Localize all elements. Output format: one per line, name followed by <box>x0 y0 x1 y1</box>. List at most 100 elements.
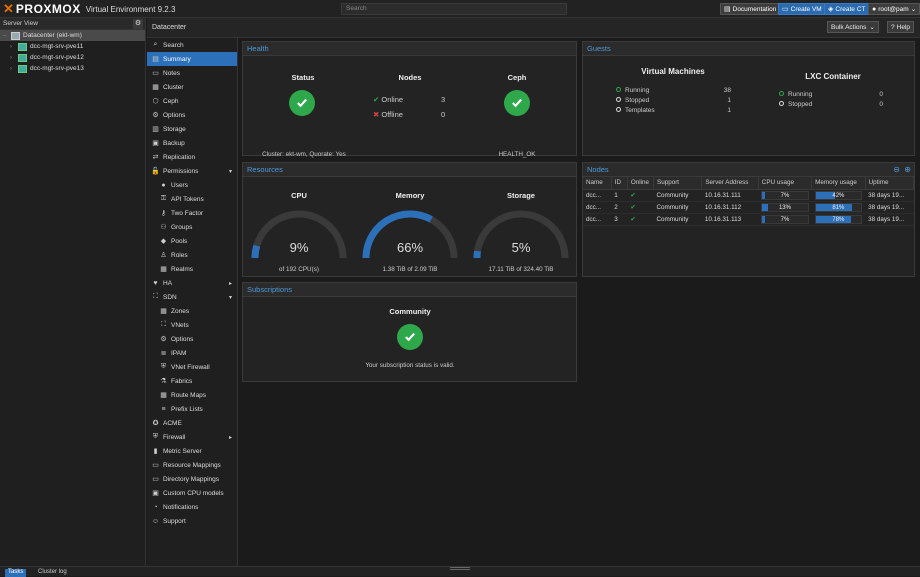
menu-item-label: Metric Server <box>163 447 202 455</box>
table-row[interactable]: dcc... 1 ✔ Community 10.16.31.111 7% 42% 38 day… <box>583 189 914 202</box>
menu-item-roles[interactable]: ♙ Roles <box>147 248 237 262</box>
status-label: Running <box>788 90 813 98</box>
collapse-icon[interactable]: – <box>3 32 7 39</box>
column-header[interactable]: ID <box>611 177 628 190</box>
tree-item-node[interactable]: › dcc-mgt-srv-pve13 <box>0 63 145 74</box>
expand-icon[interactable]: › <box>10 65 12 72</box>
status-title: Status <box>291 73 315 82</box>
column-header[interactable]: Server Address <box>701 177 759 190</box>
subscriptions-panel: Subscriptions Community Your subscriptio… <box>242 282 577 382</box>
menu-item-pools[interactable]: ◆ Pools <box>147 234 237 248</box>
menu-item-replication[interactable]: ⇄ Replication <box>147 150 237 164</box>
menu-item-api-tokens[interactable]: ⚿ API Tokens <box>147 192 237 206</box>
menu-item-firewall[interactable]: ⛨ Firewall ▸ <box>147 430 237 444</box>
offline-count: 0 <box>441 110 446 119</box>
documentation-button[interactable]: ▤ Documentation <box>720 3 781 15</box>
tree-item-node[interactable]: › dcc-mgt-srv-pve12 <box>0 52 145 63</box>
menu-item-prefix-lists[interactable]: ≡ Prefix Lists <box>147 402 237 416</box>
menu-item-label: Fabrics <box>171 377 193 385</box>
column-header[interactable]: Support <box>653 177 703 190</box>
expand-all-icon[interactable]: ⊕ <box>904 165 911 174</box>
menu-item-acme[interactable]: ✪ ACME <box>147 416 237 430</box>
menu-item-custom-cpu-models[interactable]: ▣ Custom CPU models <box>147 486 237 500</box>
guest-status-row: Stopped 1 <box>616 95 731 105</box>
menu-item-label: Options <box>171 335 194 343</box>
menu-item-label: Notifications <box>163 503 199 511</box>
users-icon: ⚇ <box>160 224 167 231</box>
column-header[interactable]: Memory usage <box>811 177 866 190</box>
menu-item-label: Storage <box>163 125 186 133</box>
menu-item-cluster[interactable]: ▦ Cluster <box>147 80 237 94</box>
menu-item-ipam[interactable]: ≣ IPAM <box>147 346 237 360</box>
menu-item-sdn[interactable]: ⛶ SDN ▾ <box>147 290 237 304</box>
view-selector[interactable]: Server View ⚙ <box>0 18 145 30</box>
bulk-actions-button[interactable]: Bulk Actions ⌄ <box>827 21 879 33</box>
collapse-all-icon[interactable]: ⊖ <box>893 165 900 174</box>
caret-down-icon[interactable]: ▾ <box>228 168 232 175</box>
panel-title: Nodes ⊖ ⊕ <box>583 163 914 177</box>
expand-icon[interactable]: › <box>10 43 12 50</box>
column-header[interactable]: Name <box>583 177 612 190</box>
menu-item-route-maps[interactable]: ▦ Route Maps <box>147 388 237 402</box>
product-version: Virtual Environment 9.2.3 <box>85 4 176 14</box>
menu-item-storage[interactable]: ▥ Storage <box>147 122 237 136</box>
menu-item-summary[interactable]: ▤ Summary <box>147 52 237 66</box>
expand-icon[interactable]: › <box>10 54 12 61</box>
menu-item-label: Zones <box>171 307 190 315</box>
status-dot-icon <box>779 91 784 97</box>
menu-item-label: Roles <box>171 251 188 259</box>
status-label: Templates <box>625 106 655 114</box>
gear-icon[interactable]: ⚙ <box>133 19 143 29</box>
menu-item-groups[interactable]: ⚇ Groups <box>147 220 237 234</box>
status-dot-icon <box>779 101 784 107</box>
menu-item-notifications[interactable]: ◔ Notifications <box>147 500 237 514</box>
caret-right-icon[interactable]: ▸ <box>228 280 232 287</box>
menu-item-permissions[interactable]: 🔓 Permissions ▾ <box>147 164 237 178</box>
search-input[interactable]: Search <box>341 3 567 15</box>
menu-item-directory-mappings[interactable]: ▭ Directory Mappings <box>147 472 237 486</box>
bulk-actions-label: Bulk Actions <box>831 23 867 31</box>
column-header[interactable]: Online <box>627 177 655 190</box>
caret-down-icon[interactable]: ▾ <box>228 294 232 301</box>
table-row[interactable]: dcc... 2 ✔ Community 10.16.31.112 13% 81% 38 da… <box>583 201 914 214</box>
user-menu-button[interactable]: ● root@pam ⌄ <box>868 3 920 15</box>
caret-right-icon[interactable]: ▸ <box>228 434 232 441</box>
memory-usage-value: 42% <box>832 192 845 199</box>
online-check-icon: ✔ <box>627 189 654 202</box>
menu-item-metric-server[interactable]: ▮ Metric Server <box>147 444 237 458</box>
cpu-gauge-detail: of 192 CPU(s) <box>279 266 319 273</box>
gear-icon: ⚙ <box>160 336 167 343</box>
menu-item-two-factor[interactable]: ⚷ Two Factor <box>147 206 237 220</box>
menu-item-vnets[interactable]: ⛶ VNets <box>147 318 237 332</box>
menu-item-backup[interactable]: ▣ Backup <box>147 136 237 150</box>
menu-item-realms[interactable]: ▦ Realms <box>147 262 237 276</box>
resize-handle[interactable] <box>450 567 470 570</box>
memory-usage-cell: 78% <box>811 213 866 226</box>
column-header[interactable]: Uptime <box>865 177 915 190</box>
menu-item-support[interactable]: ☺ Support <box>147 514 237 528</box>
proxmox-logo[interactable]: ✕ PROXMOX Virtual Environment 9.2.3 <box>3 1 176 16</box>
tree-item-node[interactable]: › dcc-mgt-srv-pve11 <box>0 41 145 52</box>
menu-item-zones[interactable]: ▦ Zones <box>147 304 237 318</box>
th-icon: ▦ <box>160 308 167 315</box>
create-ct-button[interactable]: ◈ Create CT <box>824 3 870 15</box>
column-header[interactable]: CPU usage <box>758 177 813 190</box>
menu-item-ha[interactable]: ♥ HA ▸ <box>147 276 237 290</box>
create-vm-button[interactable]: ▭ Create VM <box>778 3 826 15</box>
menu-item-notes[interactable]: ▭ Notes <box>147 66 237 80</box>
menu-item-resource-mappings[interactable]: ▭ Resource Mappings <box>147 458 237 472</box>
menu-item-users[interactable]: ● Users <box>147 178 237 192</box>
tab-cluster-log[interactable]: Cluster log <box>38 569 67 575</box>
menu-item-vnet-firewall[interactable]: ⛨ VNet Firewall <box>147 360 237 374</box>
tree-item-datacenter[interactable]: – Datacenter (ekt-wm) <box>0 30 145 41</box>
panel-title: Guests <box>583 42 914 56</box>
menu-item-ceph[interactable]: ⬡ Ceph <box>147 94 237 108</box>
tab-tasks[interactable]: Tasks <box>5 569 27 577</box>
menu-item-options[interactable]: ⚙ Options <box>147 332 237 346</box>
menu-item-options[interactable]: ⚙ Options <box>147 108 237 122</box>
table-row[interactable]: dcc... 3 ✔ Community 10.16.31.113 7% 78% 38 day… <box>583 213 914 226</box>
menu-item-fabrics[interactable]: ⚗ Fabrics <box>147 374 237 388</box>
help-button[interactable]: ? Help <box>887 21 914 33</box>
storage-gauge <box>473 210 569 259</box>
menu-item-search[interactable]: ⌕ Search <box>147 38 237 52</box>
